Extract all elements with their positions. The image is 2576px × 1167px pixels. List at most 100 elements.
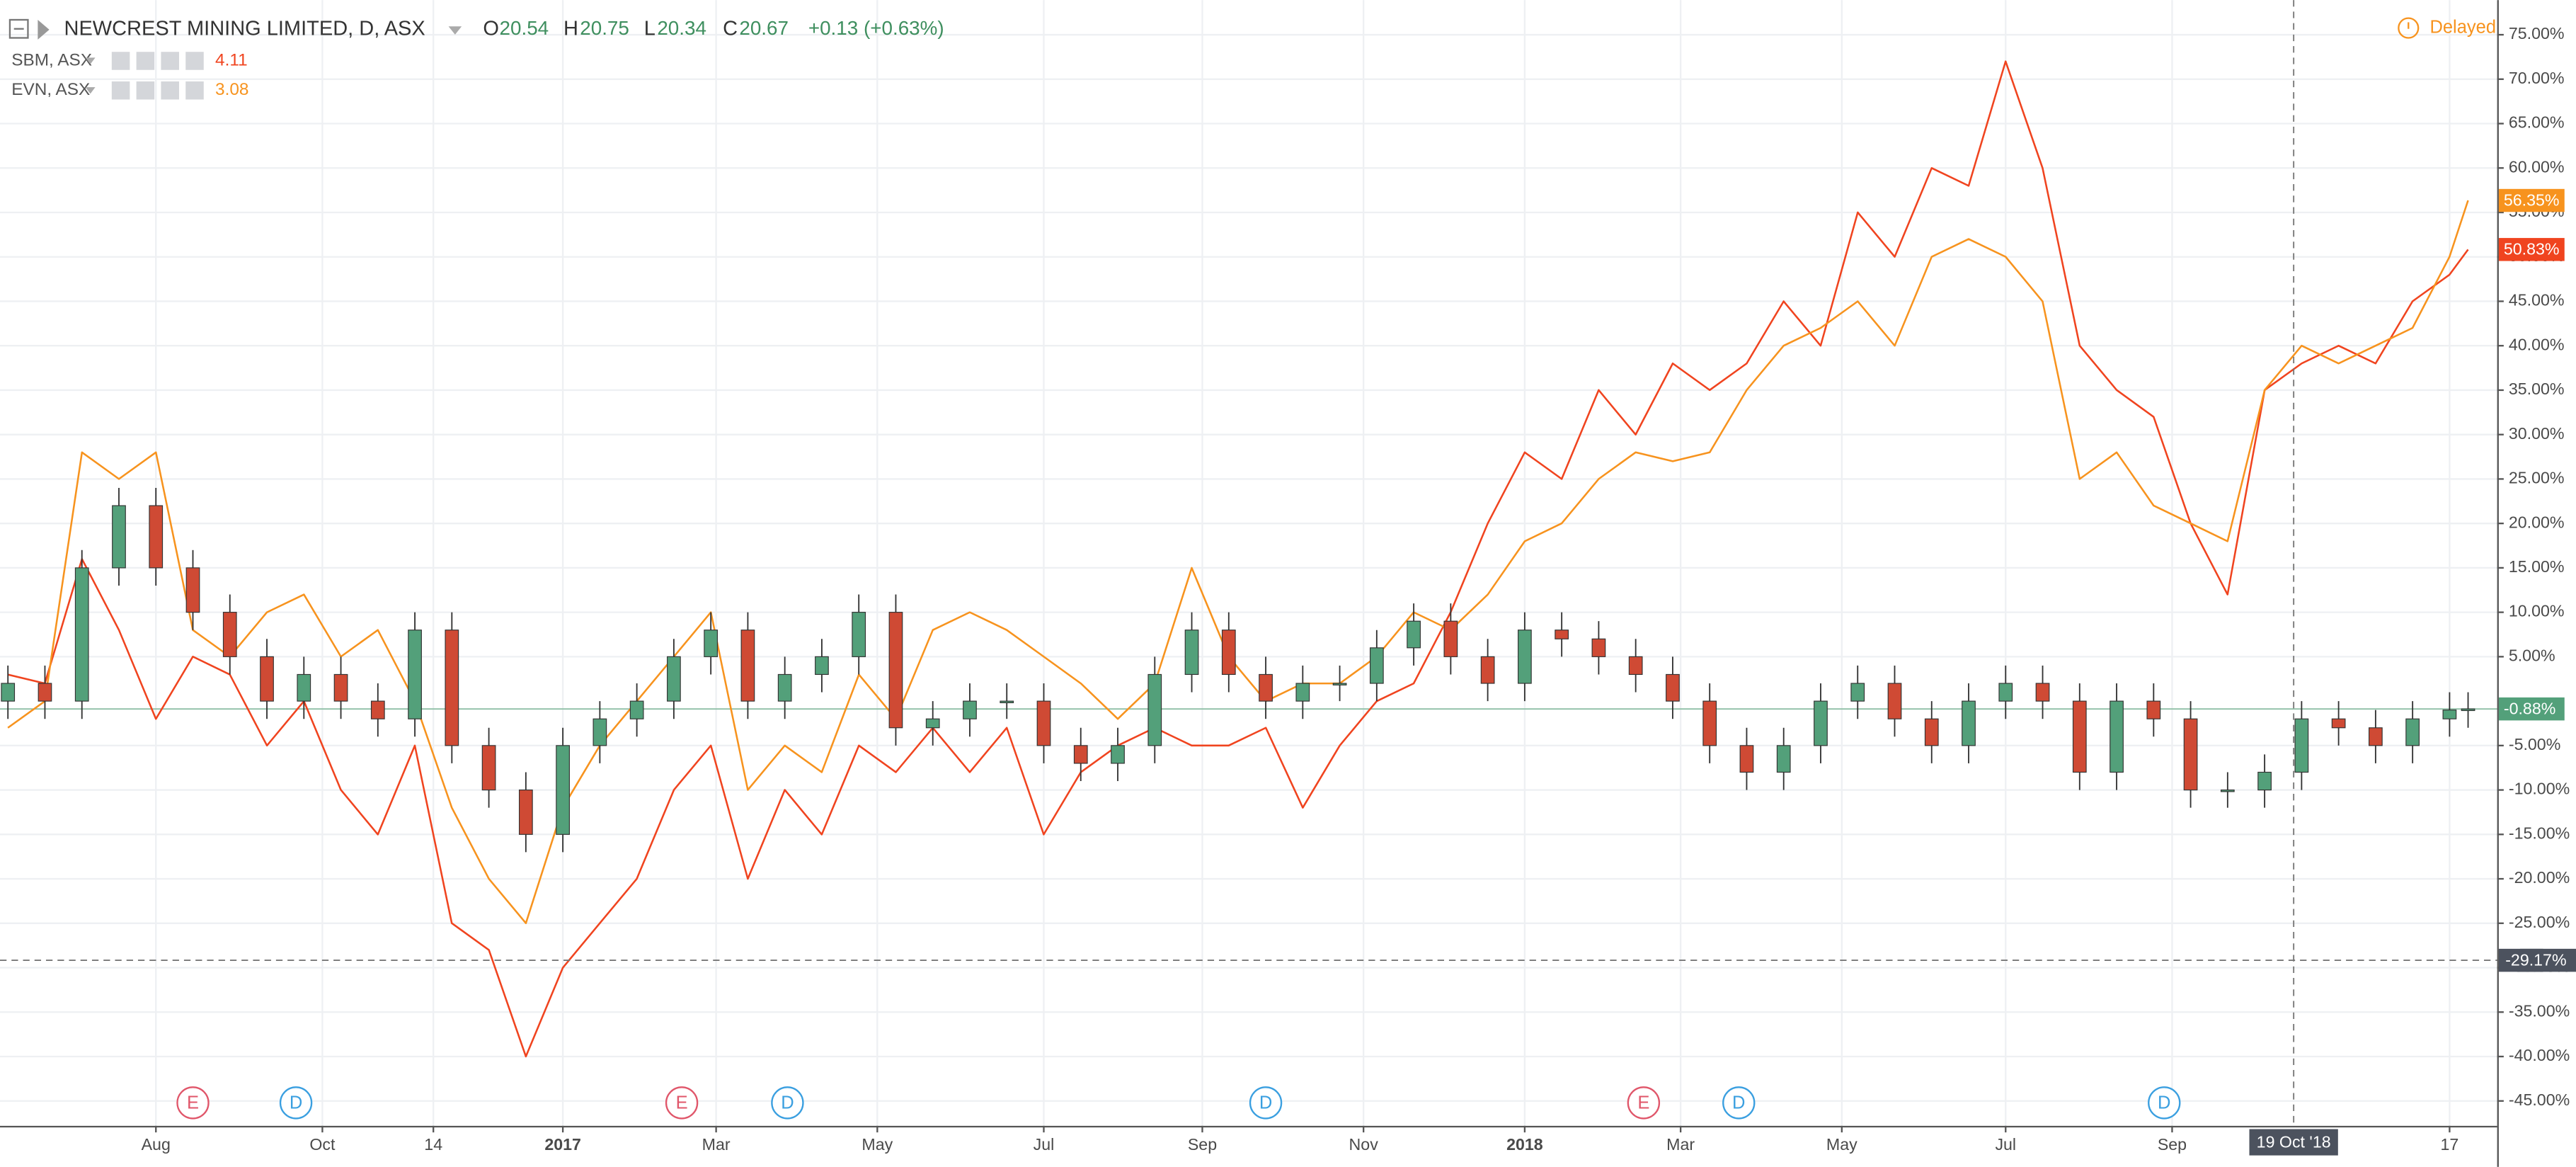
x-tick-label: Mar [702, 1135, 731, 1154]
ohlc-label: L [644, 18, 656, 40]
candle-body [297, 673, 311, 702]
y-tick-label: 5.00% [2509, 646, 2555, 664]
legend-button[interactable] [161, 81, 179, 100]
delayed-icon [2398, 17, 2420, 39]
candle-body [1, 683, 16, 702]
candle-body [1814, 700, 1828, 746]
candle-body [2110, 700, 2124, 773]
candle-body [2183, 718, 2198, 791]
candle-body [2294, 718, 2309, 773]
legend-button[interactable] [161, 52, 179, 70]
candle-body [629, 700, 644, 719]
x-tick-label: Sep [2158, 1135, 2187, 1154]
symbol-icon [38, 19, 50, 40]
candle-body [704, 630, 719, 657]
legend-button[interactable] [111, 52, 130, 70]
x-tick-label: Sep [1188, 1135, 1217, 1154]
candle-body [1332, 683, 1347, 685]
candle-body [2146, 700, 2161, 719]
legend-button[interactable] [136, 52, 155, 70]
y-tick-label: 65.00% [2509, 113, 2565, 132]
candle-body [1000, 700, 1014, 704]
x-tick-label: Mar [1666, 1135, 1695, 1154]
event-marker[interactable] [1249, 1086, 1283, 1120]
crosshair-x-badge [2249, 1129, 2338, 1156]
crosshair-x-label: 19 Oct '18 [2257, 1132, 2331, 1151]
last-value-badge [2498, 697, 2565, 721]
candle-body [2220, 789, 2235, 792]
y-tick-label: 70.00% [2509, 69, 2565, 87]
x-tick-label: Jul [1995, 1135, 2016, 1154]
ohlc-label: C [723, 18, 738, 40]
chart-title: NEWCREST MINING LIMITED, D, ASX [64, 18, 425, 40]
candle-body [112, 505, 126, 569]
event-label: D [781, 1093, 794, 1112]
y-tick-label: -45.00% [2509, 1091, 2570, 1109]
event-marker[interactable] [176, 1086, 210, 1120]
candle-body [1850, 683, 1865, 702]
ohlc-value: 20.34 [657, 17, 706, 39]
x-tick-label: May [1826, 1135, 1857, 1154]
candle-body [1480, 656, 1495, 684]
candle-body [2369, 727, 2383, 746]
y-tick-label: 60.00% [2509, 157, 2565, 176]
legend-arrow[interactable] [85, 87, 96, 94]
y-tick-label: -35.00% [2509, 1001, 2570, 1020]
event-marker[interactable] [279, 1086, 313, 1120]
y-tick-label: 30.00% [2509, 424, 2565, 443]
candle-body [518, 789, 533, 835]
legend-button[interactable] [111, 81, 130, 100]
ohlc-value: 20.67 [739, 17, 789, 39]
candle-body [74, 567, 89, 702]
last-value-label: 50.83% [2504, 240, 2560, 258]
legend-button[interactable] [185, 81, 204, 100]
candle-body [1555, 630, 1569, 639]
ohlc-label: H [563, 18, 578, 40]
candle-body [2331, 718, 2346, 729]
candle-body [445, 630, 459, 746]
candle-body [2405, 718, 2420, 746]
candle-body [1073, 745, 1088, 764]
legend-name[interactable]: EVN, ASX [11, 80, 90, 99]
y-tick-label: 15.00% [2509, 557, 2565, 576]
y-tick-label: -10.00% [2509, 780, 2570, 798]
event-label: D [2158, 1093, 2170, 1112]
candle-body [333, 673, 348, 702]
y-tick-label: 45.00% [2509, 291, 2565, 309]
change: +0.13 (+0.63%) [808, 17, 944, 39]
candle-body [556, 745, 570, 835]
last-value-label: -0.88% [2504, 699, 2555, 717]
crosshair-y-badge [2498, 948, 2576, 972]
last-value-badge [2498, 188, 2565, 212]
collapse-icon[interactable] [8, 18, 29, 39]
y-tick-label: -25.00% [2509, 913, 2570, 931]
legend-name[interactable]: SBM, ASX [11, 50, 92, 69]
y-tick-label: 25.00% [2509, 469, 2565, 487]
x-tick-label: May [861, 1135, 893, 1154]
event-marker[interactable] [1627, 1086, 1661, 1120]
candle-body [149, 505, 164, 569]
x-tick-label: 2017 [544, 1135, 581, 1154]
event-marker[interactable] [665, 1086, 699, 1120]
legend-button[interactable] [136, 81, 155, 100]
legend-arrow[interactable] [85, 57, 96, 64]
x-tick-label: Oct [309, 1135, 336, 1154]
candle-body [2035, 683, 2050, 702]
candle-body [1221, 630, 1236, 676]
y-tick-label: 40.00% [2509, 335, 2565, 353]
candle-body [1369, 647, 1384, 684]
candle-body [1887, 683, 1902, 719]
y-tick-label: -15.00% [2509, 824, 2570, 842]
event-marker[interactable] [771, 1086, 804, 1120]
legend-button[interactable] [185, 52, 204, 70]
dropdown-arrow[interactable] [448, 26, 462, 35]
candle-body [1962, 700, 1976, 746]
event-marker[interactable] [2148, 1086, 2181, 1120]
delayed-label: Delayed [2429, 17, 2496, 37]
event-marker[interactable] [1722, 1086, 1756, 1120]
candle-body [2442, 710, 2457, 719]
